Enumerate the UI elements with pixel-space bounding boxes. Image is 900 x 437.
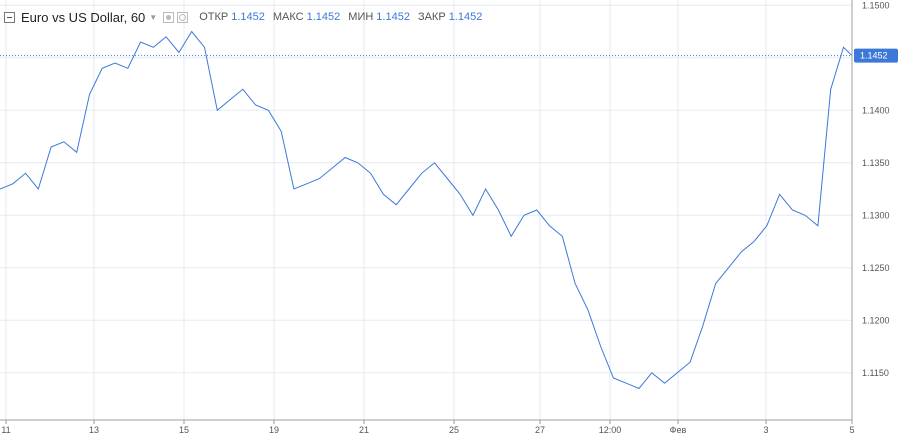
open-label: ОТКР <box>199 11 229 23</box>
x-tick-label: 13 <box>89 425 99 435</box>
x-tick-label: 19 <box>269 425 279 435</box>
x-tick-label: Фев <box>670 425 687 435</box>
x-tick-label: 3 <box>763 425 768 435</box>
y-tick-label: 1.1400 <box>862 105 890 115</box>
x-tick-label: 11 <box>1 425 10 435</box>
x-tick-label: 12:00 <box>599 425 622 435</box>
collapse-icon[interactable] <box>4 11 15 23</box>
current-price-badge-bg <box>854 48 898 63</box>
x-tick-label: 21 <box>359 425 369 435</box>
price-line-series <box>0 30 853 390</box>
x-tick-label: 27 <box>535 425 545 435</box>
x-tick-label: 5 <box>849 425 854 435</box>
y-tick-label: 1.1500 <box>862 0 890 10</box>
y-tick-label: 1.1250 <box>862 263 890 273</box>
open-value: 1.1452 <box>231 11 265 23</box>
y-tick-label: 1.1350 <box>862 158 890 168</box>
current-price-badge: 1.1452 <box>854 48 898 63</box>
y-tick-label: 1.1300 <box>862 210 890 220</box>
low-value: 1.1452 <box>376 11 410 23</box>
price-axis[interactable]: 1.15001.14501.14001.13501.13001.12501.12… <box>851 0 890 420</box>
high-value: 1.1452 <box>306 11 341 23</box>
x-tick-label: 15 <box>179 425 189 435</box>
chevron-down-icon[interactable]: ▼ <box>149 12 158 22</box>
y-tick-label: 1.1200 <box>862 315 890 325</box>
symbol-title: Euro vs US Dollar, 60 <box>21 9 146 25</box>
series-legend: Euro vs US Dollar, 60 ▼ ОТКР 1.1452 МАКС 1… <box>4 8 482 26</box>
close-value: 1.1452 <box>448 11 483 23</box>
chart-grid <box>0 0 853 420</box>
y-tick-label: 1.1150 <box>862 368 889 378</box>
eye-icon[interactable] <box>163 11 175 23</box>
time-axis[interactable]: 11 13 15 19 21 25 27 12:00 Фев 3 5 <box>0 419 855 435</box>
settings-icon[interactable] <box>177 11 189 23</box>
high-label: МАКС <box>272 11 304 23</box>
x-tick-label: 25 <box>449 425 459 435</box>
close-label: ЗАКР <box>417 11 446 23</box>
low-label: МИН <box>348 11 374 23</box>
current-price-badge-text: 1.1452 <box>860 51 888 61</box>
